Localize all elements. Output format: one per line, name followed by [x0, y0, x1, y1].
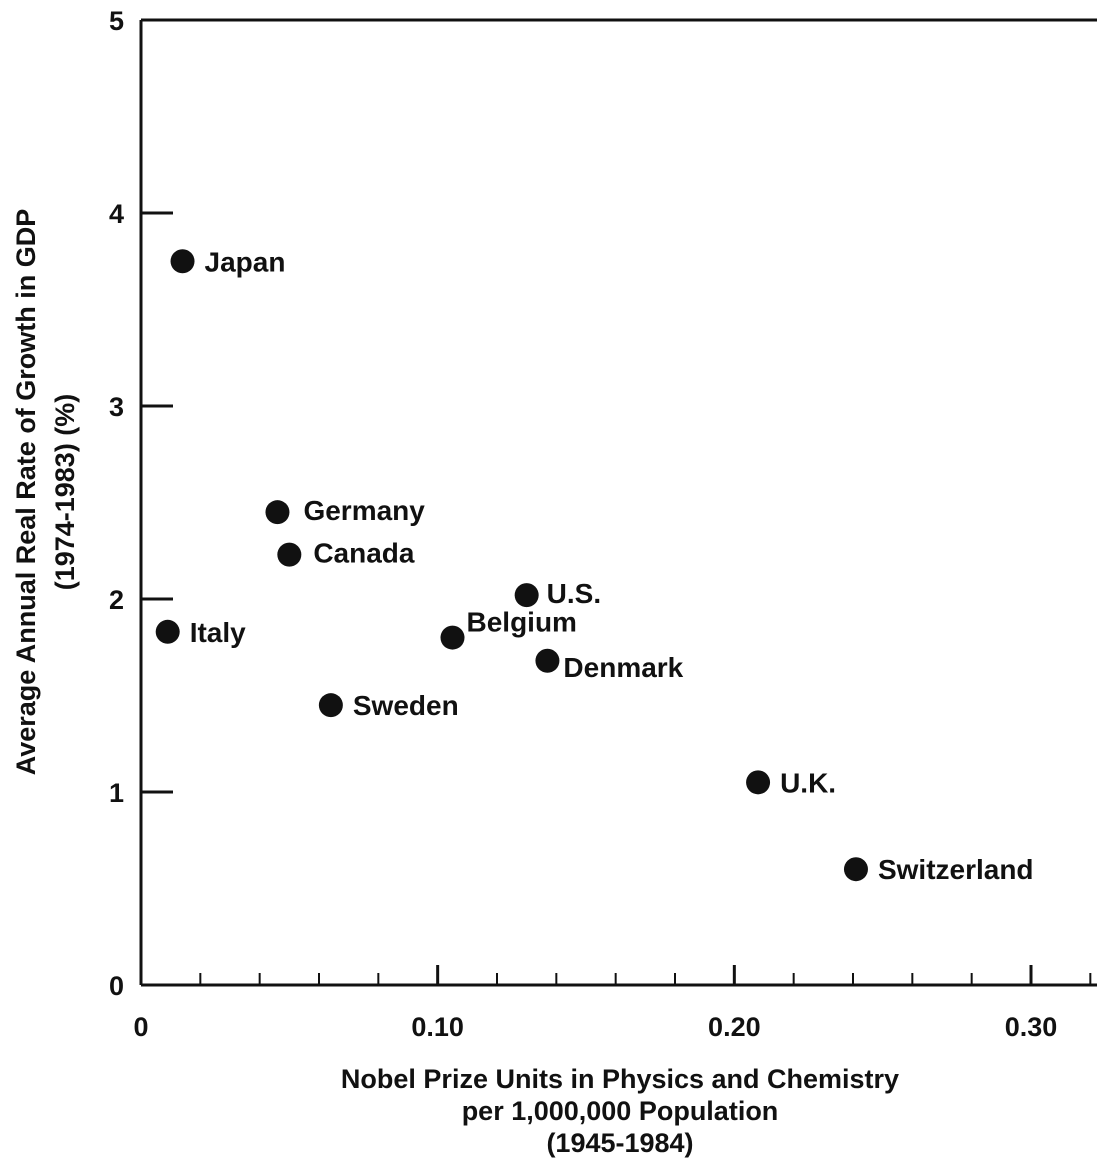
y-tick-label: 5 [109, 6, 124, 36]
point-label: Belgium [467, 607, 577, 638]
y-axis-title-line2: (1974-1983) (%) [50, 394, 80, 591]
data-point [155, 619, 180, 644]
x-tick-label: 0.30 [1005, 1012, 1058, 1042]
data-point [440, 625, 465, 650]
data-point [277, 542, 302, 567]
data-point [170, 249, 195, 274]
y-ticks: 0 1 2 3 4 5 [109, 6, 173, 1001]
point-label: Denmark [563, 652, 683, 683]
point-label: U.S. [547, 578, 601, 609]
point-label: U.K. [780, 767, 836, 798]
x-axis-title-line3: (1945-1984) [546, 1128, 693, 1158]
y-axis-title-line1: Average Annual Real Rate of Growth in GD… [11, 209, 41, 776]
point-label: Germany [303, 495, 425, 526]
data-point [843, 857, 868, 882]
data-point [318, 693, 343, 718]
data-point [514, 583, 539, 608]
x-tick-label: 0 [133, 1012, 148, 1042]
data-point [746, 770, 771, 795]
y-tick-label: 3 [109, 392, 124, 422]
y-tick-label: 0 [109, 971, 124, 1001]
point-label: Japan [205, 246, 286, 277]
y-tick-label: 1 [109, 778, 124, 808]
x-axis-title-line1: Nobel Prize Units in Physics and Chemist… [341, 1064, 899, 1094]
point-label: Italy [190, 617, 246, 648]
point-label: Switzerland [878, 854, 1034, 885]
y-tick-label: 2 [109, 585, 124, 615]
point-label: Canada [313, 538, 415, 569]
data-point [265, 500, 290, 525]
x-minor-ticks [199, 973, 1092, 985]
y-tick-label: 4 [109, 199, 124, 229]
data-point [535, 648, 560, 673]
plot-frame [139, 18, 1097, 987]
x-axis-title-line2: per 1,000,000 Population [462, 1096, 779, 1126]
data-points: Japan Germany Canada Italy Sweden BelgiumU.S.… [155, 246, 1034, 885]
x-tick-label: 0.10 [411, 1012, 464, 1042]
x-tick-label: 0.20 [708, 1012, 761, 1042]
point-label: Sweden [353, 690, 459, 721]
x-ticks: 0 0.10 0.20 0.30 [133, 965, 1057, 1042]
